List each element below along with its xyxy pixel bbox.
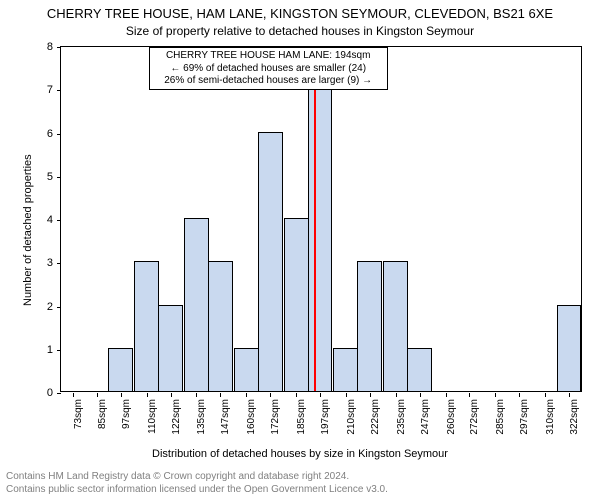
x-tick-label: 135sqm — [196, 399, 207, 435]
x-tick-label: 235sqm — [396, 399, 407, 435]
x-tick-mark — [171, 393, 172, 397]
y-tick-label: 0 — [47, 387, 53, 399]
x-tick-mark — [270, 393, 271, 397]
annotation-line-3: 26% of semi-detached houses are larger (… — [150, 75, 387, 88]
x-tick-label: 85sqm — [97, 399, 108, 429]
histogram-bar — [208, 261, 233, 391]
y-tick-mark — [57, 307, 61, 308]
x-tick-mark — [469, 393, 470, 397]
x-tick-label: 222sqm — [370, 399, 381, 435]
histogram-bar — [383, 261, 408, 391]
histogram-bar — [284, 218, 309, 391]
y-tick-label: 3 — [47, 257, 53, 269]
annotation-box: CHERRY TREE HOUSE HAM LANE: 194sqm← 69% … — [149, 47, 388, 90]
x-tick-label: 185sqm — [296, 399, 307, 435]
x-tick-mark — [196, 393, 197, 397]
histogram-bar — [308, 88, 333, 391]
x-tick-label: 285sqm — [495, 399, 506, 435]
x-tick-mark — [519, 393, 520, 397]
footer-line-2: Contains public sector information licen… — [6, 484, 388, 497]
x-tick-label: 147sqm — [220, 399, 231, 435]
x-tick-label: 272sqm — [469, 399, 480, 435]
x-tick-label: 122sqm — [171, 399, 182, 435]
attribution-footer: Contains HM Land Registry data © Crown c… — [6, 471, 388, 496]
y-tick-label: 6 — [47, 128, 53, 140]
footer-line-1: Contains HM Land Registry data © Crown c… — [6, 471, 388, 484]
chart-root: { "layout": { "width": 600, "height": 50… — [0, 0, 600, 500]
x-tick-mark — [121, 393, 122, 397]
y-tick-label: 7 — [47, 84, 53, 96]
x-tick-label: 322sqm — [569, 399, 580, 435]
y-tick-label: 5 — [47, 171, 53, 183]
histogram-bar — [108, 348, 133, 391]
y-tick-mark — [57, 220, 61, 221]
x-tick-label: 160sqm — [246, 399, 257, 435]
x-tick-mark — [495, 393, 496, 397]
x-tick-mark — [97, 393, 98, 397]
y-tick-mark — [57, 177, 61, 178]
histogram-bar — [407, 348, 432, 391]
chart-title-line-1: CHERRY TREE HOUSE, HAM LANE, KINGSTON SE… — [0, 6, 600, 21]
histogram-bar — [184, 218, 209, 391]
x-tick-mark — [545, 393, 546, 397]
x-tick-label: 97sqm — [121, 399, 132, 429]
x-tick-mark — [246, 393, 247, 397]
histogram-bar — [158, 305, 183, 392]
x-tick-label: 297sqm — [519, 399, 530, 435]
histogram-bar — [357, 261, 382, 391]
x-tick-mark — [220, 393, 221, 397]
y-tick-label: 1 — [47, 344, 53, 356]
annotation-line-1: CHERRY TREE HOUSE HAM LANE: 194sqm — [150, 50, 387, 63]
histogram-bar — [333, 348, 358, 391]
chart-title-line-2: Size of property relative to detached ho… — [0, 24, 600, 38]
x-axis-label: Distribution of detached houses by size … — [0, 448, 600, 460]
histogram-bar — [557, 305, 582, 392]
y-tick-mark — [57, 350, 61, 351]
x-tick-label: 197sqm — [320, 399, 331, 435]
x-tick-mark — [569, 393, 570, 397]
plot-area: 01234567873sqm85sqm97sqm110sqm122sqm135s… — [60, 46, 582, 392]
y-tick-mark — [57, 263, 61, 264]
y-tick-mark — [57, 90, 61, 91]
y-tick-mark — [57, 134, 61, 135]
y-tick-label: 2 — [47, 301, 53, 313]
y-tick-label: 8 — [47, 41, 53, 53]
x-tick-label: 260sqm — [446, 399, 457, 435]
y-tick-mark — [57, 47, 61, 48]
x-tick-mark — [446, 393, 447, 397]
x-tick-mark — [396, 393, 397, 397]
x-tick-mark — [320, 393, 321, 397]
x-tick-mark — [73, 393, 74, 397]
y-axis-label: Number of detached properties — [22, 154, 34, 306]
x-tick-label: 310sqm — [545, 399, 556, 435]
x-tick-mark — [420, 393, 421, 397]
histogram-bar — [134, 261, 159, 391]
x-tick-mark — [296, 393, 297, 397]
x-tick-label: 247sqm — [420, 399, 431, 435]
x-tick-mark — [370, 393, 371, 397]
annotation-line-2: ← 69% of detached houses are smaller (24… — [150, 63, 387, 76]
x-tick-label: 210sqm — [346, 399, 357, 435]
x-tick-label: 172sqm — [270, 399, 281, 435]
x-tick-label: 110sqm — [147, 399, 158, 434]
histogram-bar — [234, 348, 259, 391]
x-tick-mark — [147, 393, 148, 397]
x-tick-mark — [346, 393, 347, 397]
reference-line — [314, 47, 316, 391]
histogram-bar — [258, 132, 283, 392]
x-tick-label: 73sqm — [73, 399, 84, 429]
y-tick-label: 4 — [47, 214, 53, 226]
y-tick-mark — [57, 393, 61, 394]
